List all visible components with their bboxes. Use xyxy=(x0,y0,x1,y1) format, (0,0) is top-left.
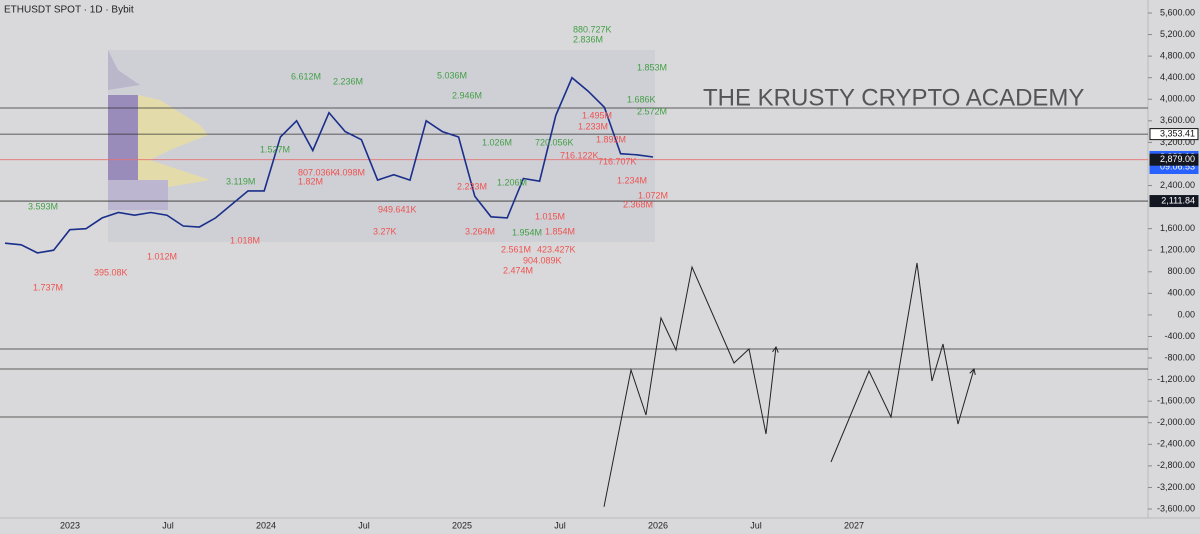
volume-annotation: 1.737M xyxy=(33,282,63,292)
x-tick-label: 2023 xyxy=(60,520,80,530)
volume-annotation: 1.854M xyxy=(545,226,575,236)
y-tick-label: -1,600.00 xyxy=(1157,396,1195,406)
y-tick-label: -2,400.00 xyxy=(1157,439,1195,449)
x-tick-label: 2024 xyxy=(256,520,276,530)
volume-annotation: 2.836M xyxy=(573,34,603,44)
volume-annotation: 1.018M xyxy=(230,235,260,245)
countdown: 09:06:53 xyxy=(1160,161,1195,171)
volume-profile-box xyxy=(108,50,655,242)
price-label-box xyxy=(1149,128,1199,141)
price-label: 3,353.41 xyxy=(1160,128,1195,138)
volume-profile xyxy=(108,50,210,210)
volume-annotation: 2.561M xyxy=(501,244,531,254)
x-tick-label: Jul xyxy=(554,520,566,530)
volume-annotation: 6.612M xyxy=(291,71,321,81)
volume-annotation: 1.892M xyxy=(596,134,626,144)
volume-annotation: 949.641K xyxy=(378,204,417,214)
y-tick-label: 0.00 xyxy=(1177,309,1195,319)
y-tick-label: -3,600.00 xyxy=(1157,503,1195,513)
volume-annotation: 807.036K xyxy=(298,167,337,177)
price-label: 2,111.84 xyxy=(1161,195,1195,205)
volume-annotation: 1.015M xyxy=(535,211,565,221)
volume-annotation: 1.853M xyxy=(637,62,667,72)
y-tick-label: -1,200.00 xyxy=(1157,374,1195,384)
volume-annotation: 5.036M xyxy=(437,70,467,80)
price-label-box xyxy=(1149,195,1199,208)
y-tick-label: -2,800.00 xyxy=(1157,460,1195,470)
y-tick-label: -3,200.00 xyxy=(1157,482,1195,492)
symbol-title: ETHUSDT SPOT · 1D · Bybit xyxy=(4,5,134,16)
volume-annotation: 2.236M xyxy=(333,76,363,86)
volume-annotation: 1.072M xyxy=(638,190,668,200)
volume-annotation: 3.119M xyxy=(226,176,255,186)
x-tick-label: Jul xyxy=(750,520,762,530)
y-tick-label: 4,800.00 xyxy=(1160,51,1195,61)
volume-annotation: 1.954M xyxy=(512,227,542,237)
volume-annotation: 1.206M xyxy=(497,177,527,187)
volume-annotation: 2.233M xyxy=(457,181,487,191)
x-tick-label: Jul xyxy=(358,520,370,530)
volume-annotation: 1.234M xyxy=(617,175,647,185)
volume-annotation: 1.026M xyxy=(482,137,512,147)
x-tick-label: 2026 xyxy=(648,520,668,530)
arrow-head xyxy=(772,345,779,353)
volume-annotation: 3.593M xyxy=(28,201,58,211)
y-tick-label: 400.00 xyxy=(1167,288,1195,298)
y-tick-label: 3,600.00 xyxy=(1160,115,1195,125)
profile-block xyxy=(108,180,168,210)
volume-annotation: 423.427K xyxy=(537,244,576,254)
volume-annotation: 1.527M xyxy=(260,144,290,154)
price-label-box xyxy=(1149,153,1199,166)
volume-annotation: 2.572M xyxy=(637,106,667,116)
y-tick-label: 3,200.00 xyxy=(1160,137,1195,147)
x-tick-label: 2025 xyxy=(452,520,472,530)
price-label: 2,879.00 xyxy=(1160,154,1195,164)
volume-annotation: 716.122K xyxy=(560,150,599,160)
volume-annotation: 880.727K xyxy=(573,24,612,34)
volume-annotation: 1.686K xyxy=(627,94,656,104)
volume-annotation: 720.056K xyxy=(535,137,574,147)
profile-shape xyxy=(138,95,210,190)
watermark: THE KRUSTY CRYPTO ACADEMY xyxy=(703,84,1084,111)
price-line xyxy=(4,76,654,254)
volume-annotation: 1.012M xyxy=(147,251,177,261)
volume-annotation: 395.08K xyxy=(94,267,128,277)
y-tick-label: 4,000.00 xyxy=(1160,94,1195,104)
arrow-head xyxy=(969,367,976,375)
volume-annotation: 2.368M xyxy=(623,199,653,209)
y-tick-label: -400.00 xyxy=(1164,331,1195,341)
volume-annotation: 3.27K xyxy=(373,226,397,236)
volume-annotation: 2.474M xyxy=(503,265,533,275)
y-tick-label: 5,600.00 xyxy=(1160,7,1195,17)
volume-annotation: 904.089K xyxy=(523,255,562,265)
volume-annotation: 1.82M xyxy=(298,176,323,186)
y-tick-label: -800.00 xyxy=(1164,352,1195,362)
profile-block xyxy=(108,95,138,180)
volume-annotation: 3.264M xyxy=(465,226,495,236)
volume-annotation: 4.098M xyxy=(335,167,365,177)
profile-shape xyxy=(108,50,140,90)
x-tick-label: Jul xyxy=(162,520,174,530)
y-tick-label: 1,600.00 xyxy=(1160,223,1195,233)
x-tick-label: 2027 xyxy=(844,520,864,530)
volume-annotation: 2.946M xyxy=(452,90,482,100)
volume-annotation: 1.495M xyxy=(582,110,612,120)
y-tick-label: 800.00 xyxy=(1167,266,1195,276)
y-tick-label: 5,200.00 xyxy=(1160,29,1195,39)
y-tick-label: 4,400.00 xyxy=(1160,72,1195,82)
projection-line xyxy=(603,262,975,507)
y-tick-label: 2,400.00 xyxy=(1160,180,1195,190)
y-tick-label: 1,200.00 xyxy=(1160,245,1195,255)
volume-annotation: 1.233M xyxy=(578,121,608,131)
volume-annotation: 716.707K xyxy=(598,156,637,166)
y-tick-label: -2,000.00 xyxy=(1157,417,1195,427)
